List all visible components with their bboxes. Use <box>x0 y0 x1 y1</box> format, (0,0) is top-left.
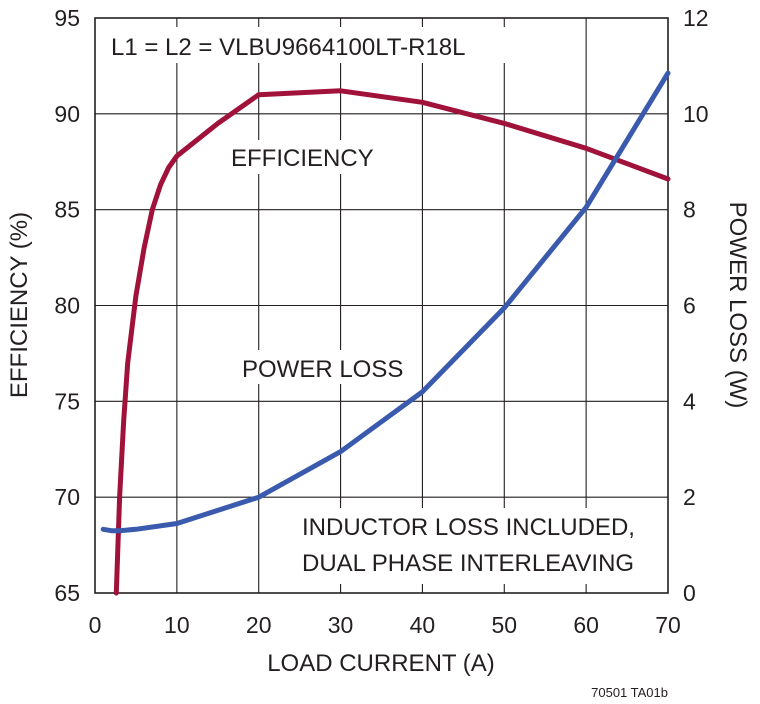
x-tick-label: 20 <box>246 612 272 638</box>
grid <box>95 18 668 593</box>
left-y-tick-label: 65 <box>54 580 80 606</box>
right-y-tick-label: 0 <box>683 580 696 606</box>
left-y-tick-label: 80 <box>54 293 80 319</box>
x-tick-label: 30 <box>328 612 354 638</box>
note-line-1: INDUCTOR LOSS INCLUDED, <box>302 514 635 541</box>
note-line-2: DUAL PHASE INTERLEAVING <box>302 550 634 577</box>
left-y-tick-labels: 65 70 75 80 85 90 95 <box>54 5 80 606</box>
right-y-tick-label: 2 <box>683 484 696 510</box>
x-tick-label: 70 <box>655 612 681 638</box>
efficiency-series-label: EFFICIENCY <box>231 145 374 172</box>
efficiency-label-bg <box>225 140 383 174</box>
series-layer <box>100 70 671 596</box>
right-y-tick-label: 6 <box>683 293 696 319</box>
left-y-axis-title: EFFICIENCY (%) <box>6 212 33 398</box>
right-y-tick-label: 8 <box>683 197 696 223</box>
x-axis-title: LOAD CURRENT (A) <box>267 650 495 677</box>
right-y-tick-label: 10 <box>683 101 709 127</box>
figure-footnote: 70501 TA01b <box>591 685 668 700</box>
left-y-tick-label: 70 <box>54 484 80 510</box>
right-y-tick-label: 12 <box>683 5 709 31</box>
right-y-tick-label: 4 <box>683 388 696 414</box>
power-loss-series-line <box>100 70 671 534</box>
left-y-tick-label: 85 <box>54 197 80 223</box>
x-tick-labels: 0 10 20 30 40 50 60 70 <box>89 612 681 638</box>
inductor-label-bg <box>104 27 508 63</box>
x-tick-label: 60 <box>573 612 599 638</box>
x-tick-label: 50 <box>491 612 517 638</box>
left-y-tick-label: 90 <box>54 101 80 127</box>
efficiency-series-line <box>113 88 671 596</box>
power-loss-series-label: POWER LOSS <box>242 356 403 383</box>
power-loss-label-bg <box>236 350 417 384</box>
x-tick-label: 0 <box>89 612 102 638</box>
right-y-tick-labels: 0 2 4 6 8 10 12 <box>683 5 709 606</box>
right-y-axis-title: POWER LOSS (W) <box>724 202 751 409</box>
left-y-tick-label: 95 <box>54 5 80 31</box>
left-y-tick-label: 75 <box>54 388 80 414</box>
x-tick-label: 10 <box>164 612 190 638</box>
note-bg <box>294 508 659 584</box>
inductor-label: L1 = L2 = VLBU9664100LT-R18L <box>111 34 466 61</box>
x-tick-label: 40 <box>410 612 436 638</box>
